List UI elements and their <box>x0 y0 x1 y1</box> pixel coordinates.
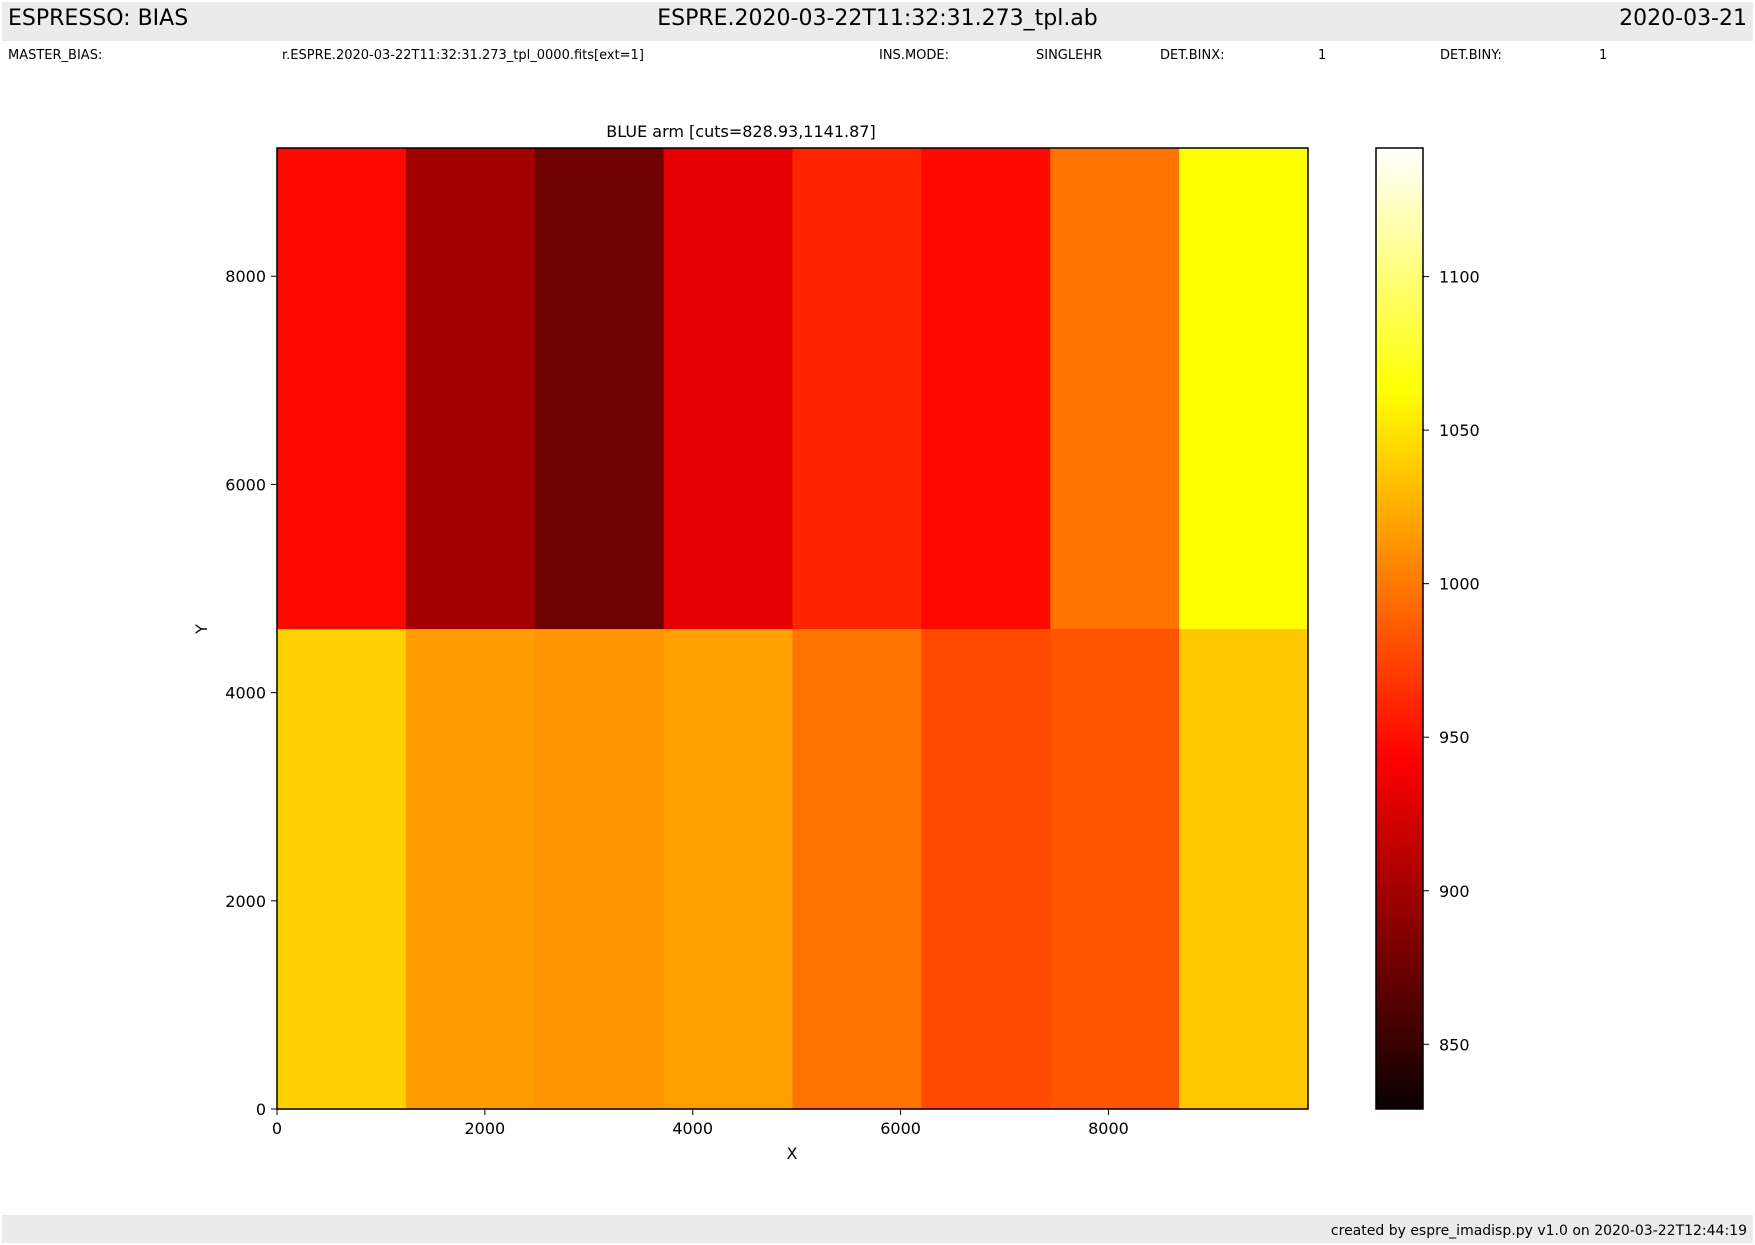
heatmap-cell <box>534 628 665 1110</box>
heatmap-cells <box>277 148 1309 1110</box>
y-tick-label: 4000 <box>225 684 266 703</box>
heatmap-cell <box>663 148 794 630</box>
heatmap-cell <box>1179 148 1309 630</box>
heatmap-cell <box>405 628 536 1110</box>
plot-frame <box>276 147 1309 1110</box>
det-biny-label: DET.BINY: <box>1440 48 1502 63</box>
heatmap-cell <box>663 628 794 1110</box>
x-tick-label: 2000 <box>465 1119 506 1138</box>
heatmap-cell <box>1179 628 1309 1110</box>
y-tick-label: 8000 <box>225 267 266 286</box>
heatmap-cell <box>1050 628 1180 1110</box>
colorbar-tick-label: 1000 <box>1439 575 1480 594</box>
heatmap-cell <box>921 628 1051 1110</box>
chart-title: BLUE arm [cuts=828.93,1141.87] <box>606 122 875 141</box>
det-binx-label: DET.BINX: <box>1160 48 1225 63</box>
x-tick-label: 4000 <box>672 1119 713 1138</box>
y-axis: 0 2000 4000 6000 8000 <box>225 267 277 1119</box>
colorbar-tick-label: 1100 <box>1439 268 1480 287</box>
colorbar-tick-label: 1050 <box>1439 421 1480 440</box>
heatmap-cell <box>792 148 922 630</box>
heatmap-cell <box>405 148 536 630</box>
colorbar <box>1376 148 1423 1109</box>
ins-mode-value: SINGLEHR <box>1036 48 1103 63</box>
colorbar-tick-label: 850 <box>1439 1035 1470 1054</box>
header-file-name: ESPRE.2020-03-22T11:32:31.273_tpl.ab <box>657 6 1098 31</box>
x-tick-label: 6000 <box>880 1119 921 1138</box>
heatmap-cell <box>277 148 407 630</box>
heatmap-cell <box>534 148 665 630</box>
colorbar-axis: 850 900 950 1000 1050 1100 <box>1423 268 1480 1054</box>
heatmap-cell <box>1050 148 1180 630</box>
y-tick-label: 0 <box>256 1100 266 1119</box>
heatmap-cell <box>277 628 407 1110</box>
y-tick-label: 2000 <box>225 892 266 911</box>
footer-bar <box>2 1215 1753 1243</box>
footer-credit: created by espre_imadisp.py v1.0 on 2020… <box>1330 1223 1747 1239</box>
x-tick-label: 0 <box>272 1119 282 1138</box>
master-bias-label: MASTER_BIAS: <box>8 48 103 63</box>
header-instrument-title: ESPRESSO: BIAS <box>8 6 189 31</box>
heatmap-cell <box>921 148 1051 630</box>
x-tick-label: 8000 <box>1088 1119 1129 1138</box>
x-axis-label: X <box>787 1144 798 1163</box>
ins-mode-label: INS.MODE: <box>879 48 949 63</box>
colorbar-tick-label: 950 <box>1439 728 1470 747</box>
det-biny-value: 1 <box>1599 48 1608 63</box>
colorbar-frame <box>1375 147 1424 1110</box>
header-date: 2020-03-21 <box>1619 6 1747 31</box>
master-bias-value: r.ESPRE.2020-03-22T11:32:31.273_tpl_0000… <box>282 48 644 63</box>
y-tick-label: 6000 <box>225 475 266 494</box>
heatmap-cell <box>792 628 922 1110</box>
header-bar <box>2 2 1753 41</box>
det-binx-value: 1 <box>1318 48 1327 63</box>
colorbar-tick-label: 900 <box>1439 882 1470 901</box>
y-axis-label: Y <box>192 624 211 635</box>
x-axis: 0 2000 4000 6000 8000 <box>272 1109 1129 1138</box>
